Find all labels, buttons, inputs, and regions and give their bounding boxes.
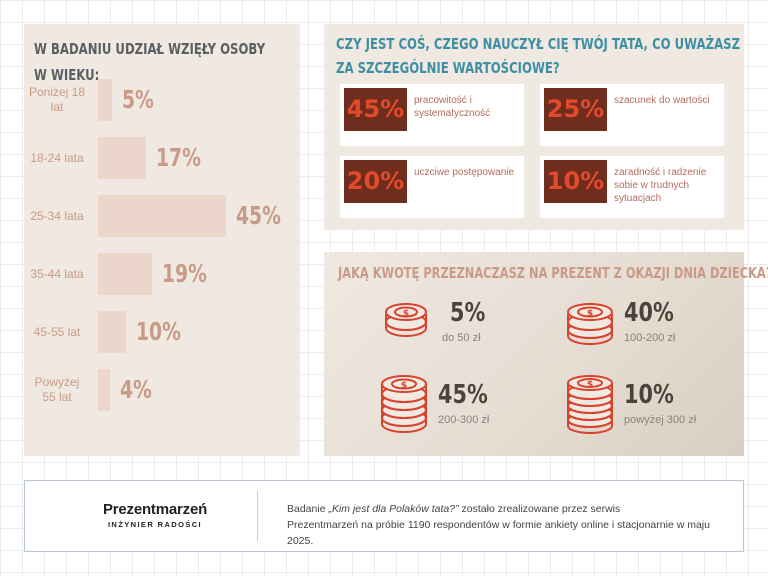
- value-card: 25% szacunek do wartości: [540, 84, 724, 146]
- gift-item-label: 100-200 zł: [624, 332, 676, 344]
- value-card-text: uczciwe postępowanie: [414, 167, 515, 178]
- svg-text:$: $: [587, 380, 593, 390]
- value-card-pct: 10%: [544, 160, 607, 203]
- coin-stack-icon: $: [381, 375, 427, 433]
- values-panel-title-line2: ZA SZCZEGÓLNIE WARTOŚCIOWE?: [336, 59, 560, 77]
- age-panel: W BADANIU UDZIAŁ WZIĘŁY OSOBY W WIEKU: P…: [24, 24, 300, 456]
- age-value-label: 4%: [120, 375, 152, 404]
- age-bar: [98, 79, 113, 121]
- gift-item-pct: 5%: [450, 298, 486, 328]
- footer-divider: [257, 491, 258, 541]
- age-panel-title-line2: W WIEKU:: [34, 66, 100, 84]
- coin-stack-icon: $: [567, 303, 613, 345]
- value-card-pct: 45%: [344, 88, 407, 131]
- age-bar: [98, 311, 127, 353]
- gift-item-pct: 10%: [624, 380, 674, 410]
- value-card-text: szacunek do wartości: [614, 95, 710, 106]
- age-category-label: 35-44 lata: [30, 266, 84, 281]
- age-value-label: 5%: [122, 85, 155, 114]
- footer-note-prefix: Badanie: [287, 503, 329, 515]
- footer-note-line1: Badanie „Kim jest dla Polaków tata?” zos…: [287, 501, 737, 517]
- value-card-pct: 20%: [344, 160, 407, 203]
- footer: Prezentmarzeń INŻYNIER RADOŚCI Badanie „…: [24, 480, 744, 552]
- logo-name: Prezentmarzeń: [102, 501, 208, 518]
- age-value-label: 19%: [162, 259, 207, 288]
- gift-item-pct: 40%: [624, 298, 674, 328]
- coin-stack-icon: $: [567, 375, 613, 434]
- age-value-label: 10%: [136, 317, 182, 346]
- coin-stack-icon: $: [385, 303, 427, 337]
- gift-item-pct: 45%: [438, 380, 488, 410]
- age-bar: [98, 369, 110, 411]
- svg-text:$: $: [403, 309, 409, 319]
- svg-text:$: $: [587, 309, 593, 319]
- age-bar: [98, 137, 147, 179]
- values-panel: CZY JEST COŚ, CZEGO NAUCZYŁ CIĘ TWÓJ TAT…: [324, 24, 744, 230]
- value-card: 10% zaradność i radzenie sobie w trudnyc…: [540, 156, 724, 218]
- age-category-label: 25-34 lata: [30, 208, 84, 223]
- values-panel-title-line1: CZY JEST COŚ, CZEGO NAUCZYŁ CIĘ TWÓJ TAT…: [336, 35, 741, 53]
- value-card-text: zaradność i radzenie sobie w trudnych sy…: [614, 167, 707, 204]
- age-category-label: 18-24 lata: [30, 150, 84, 165]
- age-bar: [98, 195, 226, 237]
- footer-note-rest: zostało zrealizowane przez serwis: [458, 503, 621, 515]
- age-category-label: Powyżej 55 lat: [34, 375, 80, 404]
- logo-tagline: INŻYNIER RADOŚCI: [107, 520, 203, 529]
- value-card-text: pracowitość i systematyczność: [414, 95, 491, 119]
- gift-panel: JAKĄ KWOTĘ PRZEZNACZASZ NA PREZENT Z OKA…: [324, 252, 768, 456]
- footer-note: Badanie „Kim jest dla Polaków tata?” zos…: [287, 501, 737, 549]
- gift-item-label: 200-300 zł: [438, 414, 490, 426]
- svg-text:$: $: [401, 381, 407, 391]
- value-card-pct: 25%: [544, 88, 607, 131]
- gift-item-label: powyżej 300 zł: [624, 414, 697, 426]
- age-value-label: 45%: [236, 201, 281, 230]
- values-panel-title: CZY JEST COŚ, CZEGO NAUCZYŁ CIĘ TWÓJ TAT…: [336, 32, 742, 80]
- brand-logo[interactable]: Prezentmarzeń INŻYNIER RADOŚCI: [93, 501, 217, 529]
- age-category-label: 45-55 lat: [33, 324, 81, 339]
- age-panel-title: W BADANIU UDZIAŁ WZIĘŁY OSOBY W WIEKU:: [34, 36, 291, 88]
- age-panel-title-line1: W BADANIU UDZIAŁ WZIĘŁY OSOBY: [34, 40, 266, 58]
- value-card: 45% pracowitość i systematyczność: [340, 84, 524, 146]
- age-category-label: Poniżej 18 lat: [28, 85, 86, 114]
- gift-panel-title: JAKĄ KWOTĘ PRZEZNACZASZ NA PREZENT Z OKA…: [338, 264, 768, 282]
- footer-note-line2: Prezentmarzeń na próbie 1190 respondentó…: [287, 519, 710, 547]
- age-bar: [98, 253, 153, 295]
- footer-note-quote: „Kim jest dla Polaków tata?”: [328, 503, 459, 515]
- value-card: 20% uczciwe postępowanie: [340, 156, 524, 218]
- gift-item-label: do 50 zł: [442, 332, 481, 344]
- age-value-label: 17%: [156, 143, 202, 172]
